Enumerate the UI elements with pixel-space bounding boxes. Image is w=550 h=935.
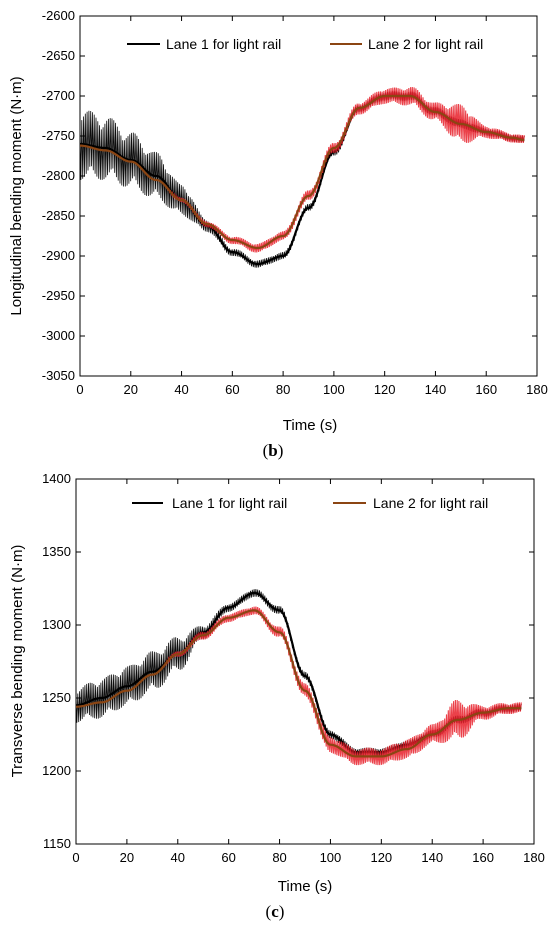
x-tick-label-b: 40 [174, 382, 188, 397]
legend-b: Lane 1 for light rail Lane 2 for light r… [127, 36, 483, 52]
y-tick-label-b: -3000 [42, 328, 75, 343]
y-tick-label-b: -3050 [42, 368, 75, 383]
series-group-b [79, 86, 525, 268]
panel-c: 0 20 40 60 80 100 120 140 160 180 1150 1200 1250 1300… [9, 471, 545, 921]
y-tick-label-c: 1400 [42, 471, 71, 486]
x-axis-label-b: Time (s) [283, 417, 337, 434]
legend-label-lane1-b: Lane 1 for light rail [166, 36, 281, 52]
ticks-b: 0 20 40 60 80 100 120 140 160 180 -3050 -3000 -2950 -… [42, 8, 548, 397]
y-tick-label-b: -2900 [42, 248, 75, 263]
x-tick-label-b: 60 [225, 382, 239, 397]
x-tick-label-c: 160 [472, 850, 494, 865]
y-tick-label-c: 1150 [43, 836, 71, 851]
x-tick-label-c: 180 [523, 850, 545, 865]
y-axis-label-b: Longitudinal bending moment (N·m) [8, 76, 25, 315]
x-tick-label-b: 0 [76, 382, 83, 397]
x-tick-label-c: 120 [370, 850, 392, 865]
y-tick-label-b: -2750 [42, 128, 75, 143]
y-tick-label-b: -2800 [42, 168, 75, 183]
x-tick-label-c: 0 [72, 850, 79, 865]
y-tick-label-b: -2850 [42, 208, 75, 223]
x-tick-label-c: 20 [120, 850, 134, 865]
x-tick-label-b: 80 [276, 382, 290, 397]
y-tick-label-c: 1300 [42, 617, 71, 632]
legend-c: Lane 1 for light rail Lane 2 for light r… [132, 495, 488, 511]
x-tick-label-c: 60 [221, 850, 235, 865]
plot-frame-c [75, 478, 535, 845]
x-tick-label-b: 20 [124, 382, 138, 397]
series-line-2-b [80, 94, 525, 250]
x-axis-label-c: Time (s) [278, 878, 332, 895]
y-tick-label-b: -2700 [42, 88, 75, 103]
legend-label-lane2-c: Lane 2 for light rail [373, 495, 488, 511]
x-tick-label-c: 80 [272, 850, 286, 865]
y-tick-label-c: 1250 [42, 690, 71, 705]
panel-b: 0 20 40 60 80 100 120 140 160 180 -3050 -3000 -2950 -… [8, 8, 548, 460]
y-axis-label-c: Transverse bending moment (N·m) [9, 545, 26, 778]
x-tick-label-c: 40 [171, 850, 185, 865]
x-tick-label-b: 120 [374, 382, 396, 397]
y-tick-label-b: -2650 [42, 48, 75, 63]
legend-label-lane2-b: Lane 2 for light rail [368, 36, 483, 52]
x-tick-label-c: 100 [320, 850, 342, 865]
panel-caption-c: (c) [266, 902, 285, 921]
y-tick-label-b: -2600 [42, 8, 75, 23]
panel-caption-b: (b) [263, 441, 284, 460]
series-line-2-c [75, 609, 522, 758]
legend-label-lane1-c: Lane 1 for light rail [172, 495, 287, 511]
x-tick-label-b: 180 [526, 382, 548, 397]
ticks-c: 0 20 40 60 80 100 120 140 160 180 1150 1200 1250 1300… [42, 471, 545, 865]
y-tick-label-c: 1350 [42, 544, 71, 559]
x-tick-label-c: 140 [421, 850, 443, 865]
y-tick-label-b: -2950 [42, 288, 75, 303]
x-tick-label-b: 160 [475, 382, 497, 397]
x-tick-label-b: 100 [323, 382, 345, 397]
y-tick-label-c: 1200 [42, 763, 71, 778]
x-tick-label-b: 140 [425, 382, 447, 397]
series-group-c [75, 589, 522, 766]
plot-frame-b [79, 15, 538, 377]
